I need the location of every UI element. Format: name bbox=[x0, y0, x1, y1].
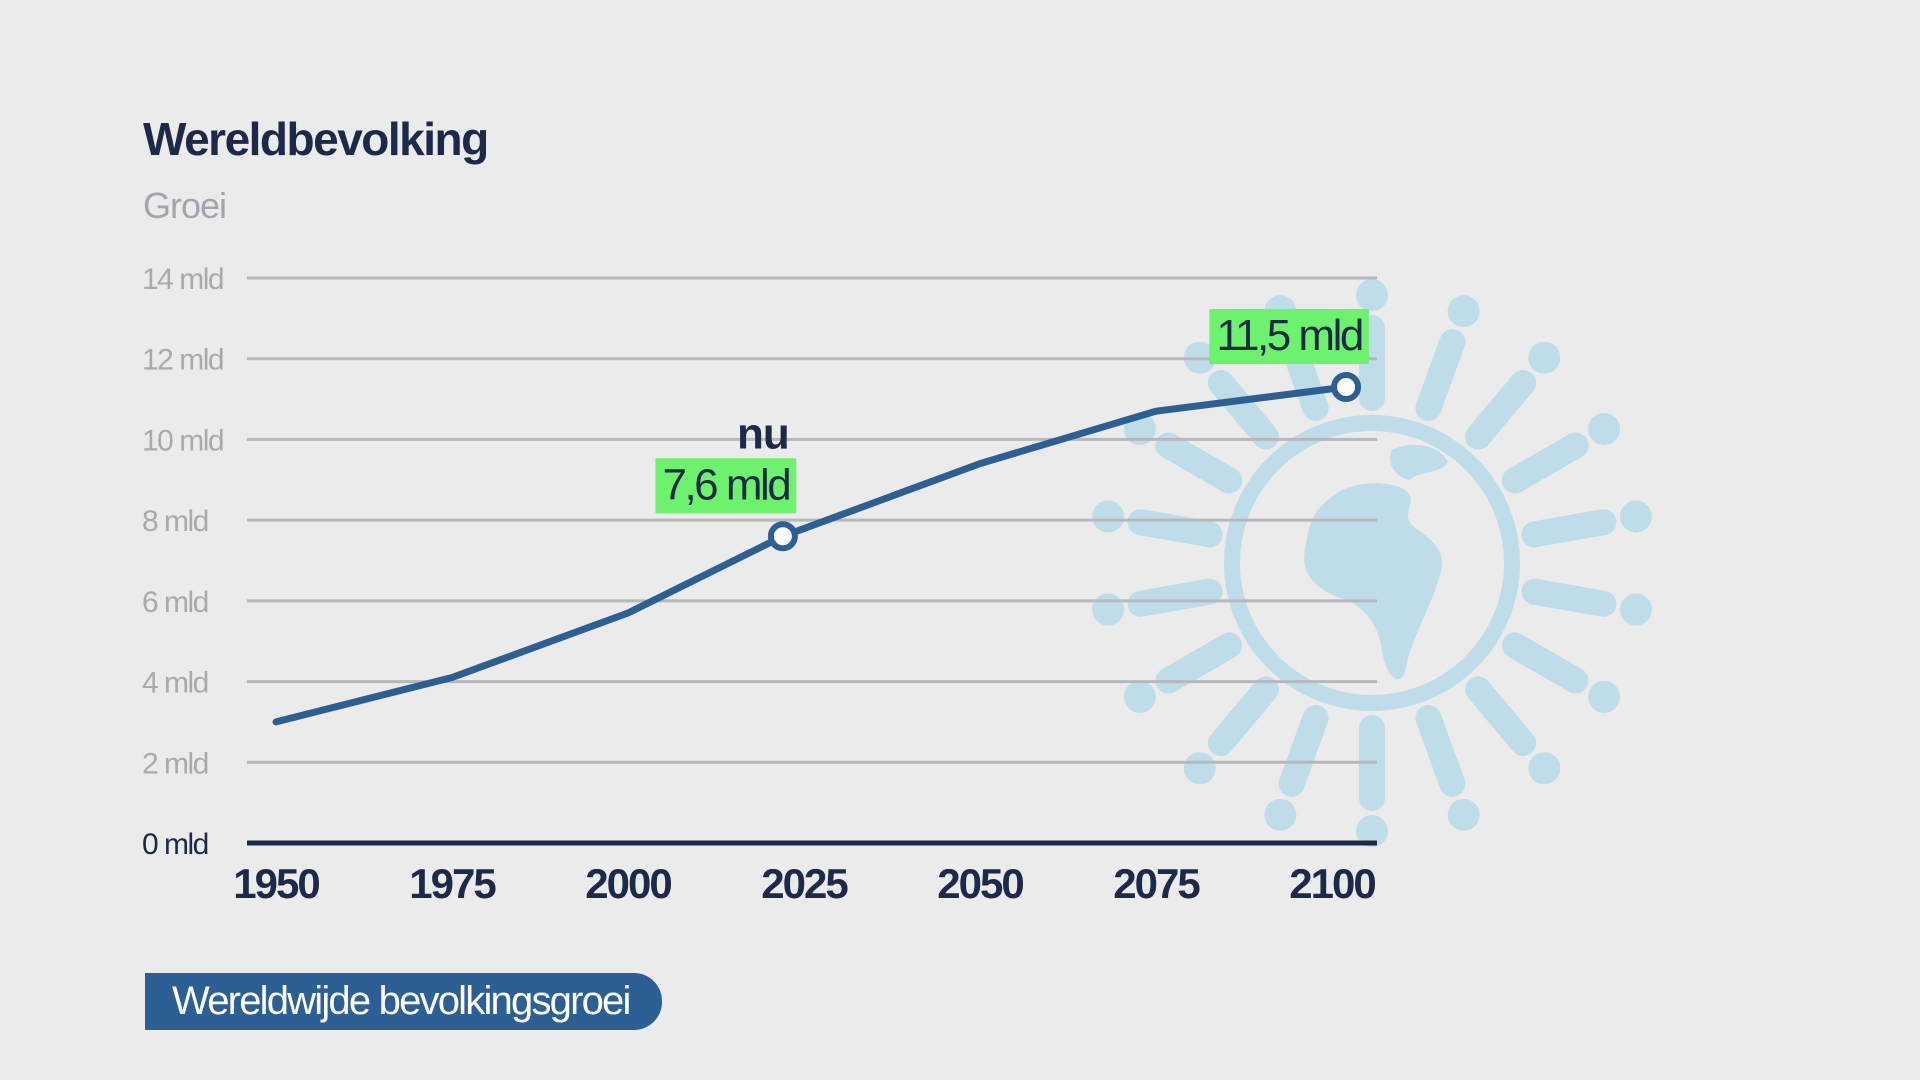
person-head bbox=[1264, 798, 1297, 831]
person-body bbox=[1465, 676, 1537, 757]
chart-subtitle: Groei bbox=[143, 185, 227, 226]
y-tick-label: 0 mld bbox=[142, 828, 208, 861]
person-head bbox=[1447, 798, 1480, 831]
person-head bbox=[1588, 413, 1621, 445]
person-body bbox=[1415, 705, 1466, 797]
globe-ring bbox=[1224, 415, 1520, 711]
person-body bbox=[1155, 632, 1243, 694]
person-body bbox=[1521, 509, 1617, 548]
annotation-label: 7,6 mld bbox=[662, 460, 789, 509]
person-head bbox=[1092, 593, 1125, 626]
x-tick-label: 2050 bbox=[937, 860, 1023, 907]
person-body bbox=[1155, 432, 1243, 494]
annotation-highlight bbox=[1209, 308, 1369, 364]
person-head bbox=[1356, 815, 1388, 847]
person-head bbox=[1528, 341, 1561, 374]
person-body bbox=[1207, 369, 1279, 450]
person-head bbox=[1619, 500, 1652, 533]
data-point-marker bbox=[767, 521, 798, 552]
data-point-marker bbox=[1331, 371, 1362, 402]
y-tick-label: 4 mld bbox=[142, 667, 208, 700]
globe-continent bbox=[1304, 483, 1442, 680]
person-body bbox=[1127, 509, 1223, 548]
person-head bbox=[1619, 593, 1652, 626]
globe-people-icon bbox=[1092, 279, 1652, 847]
person-head bbox=[1588, 681, 1621, 713]
annotation-highlight bbox=[655, 458, 797, 514]
person-head bbox=[1123, 681, 1156, 713]
person-head bbox=[1528, 752, 1561, 785]
footer-badge: Wereldwijde bevolkingsgroei bbox=[145, 973, 662, 1030]
globe-continent-north bbox=[1390, 444, 1448, 480]
x-tick-label: 1975 bbox=[409, 860, 496, 907]
x-axis-ticks: 1950 1975 2000 2025 2050 2075 2100 bbox=[233, 860, 1377, 907]
person-body bbox=[1415, 329, 1466, 421]
person-head bbox=[1183, 752, 1216, 785]
person-head bbox=[1092, 500, 1125, 533]
y-tick-label: 2 mld bbox=[142, 747, 208, 780]
x-tick-label: 2025 bbox=[761, 860, 848, 907]
chart-title: Wereldbevolking bbox=[143, 113, 489, 165]
x-tick-label: 2000 bbox=[585, 860, 671, 907]
person-body bbox=[1207, 676, 1279, 757]
x-tick-label: 1950 bbox=[233, 860, 319, 907]
y-axis-ticks: 0 mld 2 mld 4 mld 6 mld 8 mld 10 mld 12 mld 14 … bbox=[142, 263, 225, 861]
y-tick-label: 8 mld bbox=[142, 505, 208, 538]
y-tick-label: 10 mld bbox=[142, 424, 223, 457]
person-head bbox=[1447, 295, 1480, 328]
x-tick-label: 2075 bbox=[1113, 860, 1200, 907]
y-tick-label: 12 mld bbox=[142, 344, 223, 377]
annotation-sublabel: nu bbox=[737, 409, 789, 458]
person-body bbox=[1465, 369, 1537, 450]
person-body bbox=[1521, 578, 1617, 617]
y-tick-label: 14 mld bbox=[142, 263, 223, 296]
person-body bbox=[1501, 632, 1589, 694]
person-head bbox=[1356, 279, 1388, 311]
y-tick-label: 6 mld bbox=[142, 586, 208, 619]
person-body bbox=[1278, 705, 1329, 797]
x-tick-label: 2100 bbox=[1289, 860, 1375, 907]
person-body bbox=[1501, 432, 1589, 494]
annotation-label: 11,5 mld bbox=[1216, 311, 1362, 360]
